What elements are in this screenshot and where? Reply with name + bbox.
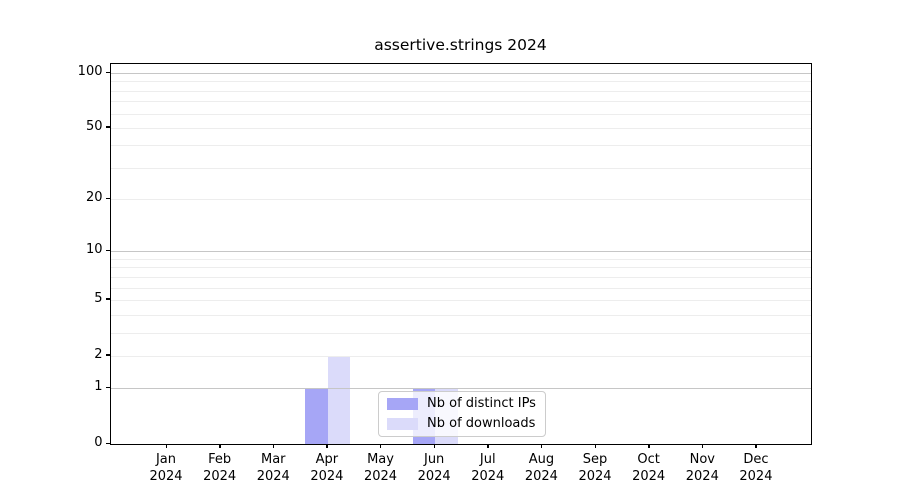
x-tick-mark-jul bbox=[487, 444, 489, 449]
x-tick-mark-dec bbox=[755, 444, 757, 449]
y-tick-mark-1 bbox=[106, 386, 110, 389]
x-tick-label-sep: Sep 2024 bbox=[578, 452, 612, 484]
gridline-minor-2 bbox=[111, 355, 811, 357]
x-tick-label-apr: Apr 2024 bbox=[310, 452, 344, 484]
gridline-minor-9 bbox=[111, 258, 811, 260]
gridline-major-100 bbox=[111, 73, 811, 75]
x-tick-mark-may bbox=[380, 444, 382, 449]
x-tick-mark-apr bbox=[326, 444, 328, 449]
legend-swatch-distinct-ips bbox=[387, 398, 418, 410]
gridline-minor-90 bbox=[111, 81, 811, 83]
y-tick-label-10: 10 bbox=[85, 242, 103, 258]
gridline-minor-40 bbox=[111, 145, 811, 147]
x-tick-mark-feb bbox=[219, 444, 221, 449]
gridline-minor-80 bbox=[111, 90, 811, 92]
x-tick-mark-jun bbox=[433, 444, 436, 449]
gridline-minor-60 bbox=[111, 113, 811, 115]
x-tick-label-jan: Jan 2024 bbox=[149, 452, 183, 484]
chart-title: assertive.strings 2024 bbox=[374, 36, 547, 54]
legend-item-downloads: Nb of downloads bbox=[387, 416, 537, 432]
y-tick-label-20: 20 bbox=[85, 190, 103, 206]
gridline-minor-6 bbox=[111, 287, 811, 289]
x-tick-mark-sep bbox=[594, 444, 596, 449]
x-tick-mark-nov bbox=[701, 444, 704, 449]
x-tick-label-feb: Feb 2024 bbox=[203, 452, 237, 484]
y-tick-label-0: 0 bbox=[94, 435, 103, 450]
x-tick-mark-aug bbox=[540, 444, 543, 449]
gridline-major-10 bbox=[111, 251, 811, 253]
bar-downloads-apr bbox=[327, 355, 351, 444]
gridline-minor-50 bbox=[111, 127, 811, 129]
gridline-minor-20 bbox=[111, 199, 811, 201]
y-tick-label-1: 1 bbox=[94, 379, 103, 395]
gridline-minor-3 bbox=[111, 332, 811, 334]
legend-label-distinct-ips: Nb of distinct IPs bbox=[427, 396, 536, 411]
y-tick-mark-20 bbox=[106, 197, 110, 200]
gridline-major-1 bbox=[111, 388, 811, 390]
gridline-minor-70 bbox=[111, 101, 811, 103]
y-tick-label-5: 5 bbox=[94, 290, 103, 306]
y-tick-label-2: 2 bbox=[94, 346, 103, 362]
legend: Nb of distinct IPs Nb of downloads bbox=[378, 391, 546, 437]
legend-item-distinct-ips: Nb of distinct IPs bbox=[387, 396, 537, 412]
x-tick-mark-oct bbox=[648, 444, 650, 449]
x-tick-mark-mar bbox=[272, 444, 275, 449]
x-tick-label-may: May 2024 bbox=[363, 452, 398, 484]
y-tick-mark-100 bbox=[106, 71, 110, 73]
legend-label-downloads: Nb of downloads bbox=[427, 416, 536, 431]
gridline-minor-5 bbox=[111, 299, 811, 301]
x-tick-label-jul: Jul 2024 bbox=[471, 452, 505, 484]
x-tick-label-aug: Aug 2024 bbox=[524, 452, 558, 484]
x-tick-label-nov: Nov 2024 bbox=[685, 452, 719, 484]
y-tick-mark-0 bbox=[106, 442, 110, 444]
gridline-minor-4 bbox=[111, 314, 811, 316]
y-tick-mark-50 bbox=[106, 126, 110, 128]
y-tick-label-50: 50 bbox=[85, 118, 103, 134]
x-tick-label-dec: Dec 2024 bbox=[739, 452, 773, 484]
y-tick-mark-2 bbox=[106, 354, 110, 356]
legend-swatch-downloads bbox=[387, 418, 418, 430]
gridline-minor-8 bbox=[111, 267, 811, 269]
y-tick-label-100: 100 bbox=[77, 64, 103, 80]
y-tick-mark-10 bbox=[106, 249, 110, 252]
bar-distinct-ips-apr bbox=[305, 388, 328, 444]
x-tick-mark-jan bbox=[165, 444, 167, 449]
x-tick-label-jun: Jun 2024 bbox=[417, 452, 451, 484]
plot-area: Nb of distinct IPs Nb of downloads bbox=[110, 63, 812, 445]
x-tick-label-oct: Oct 2024 bbox=[632, 452, 666, 484]
gridline-minor-30 bbox=[111, 167, 811, 169]
x-tick-label-mar: Mar 2024 bbox=[256, 452, 290, 484]
y-tick-mark-5 bbox=[106, 298, 110, 300]
gridline-minor-7 bbox=[111, 276, 811, 278]
